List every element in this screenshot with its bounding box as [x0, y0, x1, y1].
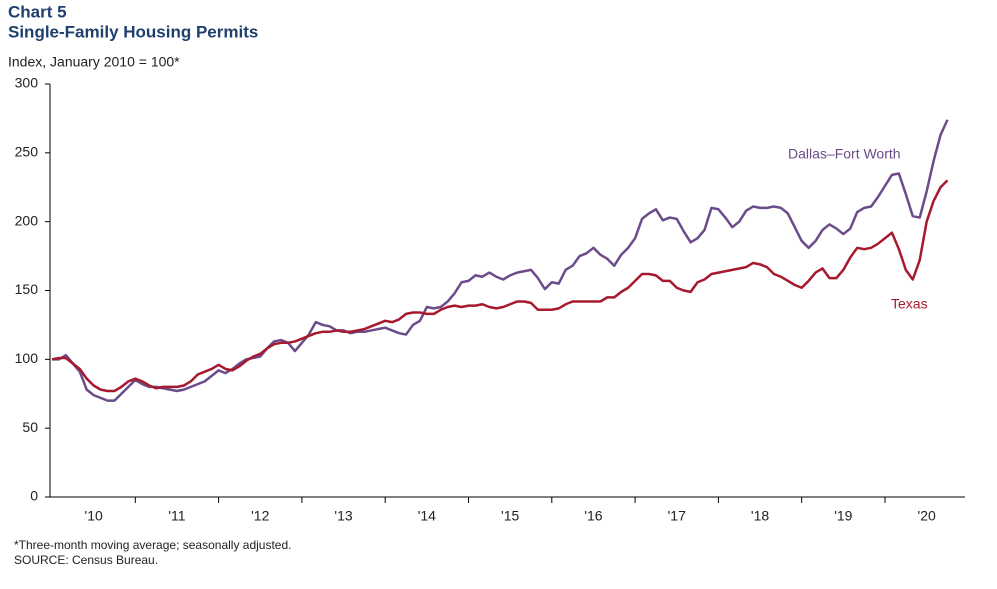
x-tick-label: '18 [751, 508, 769, 524]
chart-subtitle: Single-Family Housing Permits [8, 22, 258, 41]
y-tick-label: 100 [15, 350, 39, 366]
x-tick-label: '10 [85, 508, 103, 524]
x-tick-label: '20 [918, 508, 936, 524]
x-tick-label: '13 [334, 508, 352, 524]
x-tick-label: '11 [168, 508, 185, 524]
x-tick-label: '19 [834, 508, 852, 524]
y-axis-label: Index, January 2010 = 100* [8, 54, 180, 70]
x-tick-label: '14 [418, 508, 436, 524]
x-tick-label: '17 [668, 508, 686, 524]
chart-title: Chart 5 [8, 2, 67, 21]
line-series [52, 119, 949, 402]
series-label: Dallas–Fort Worth [788, 146, 901, 162]
x-tick-label: '12 [251, 508, 269, 524]
x-tick-label: '15 [501, 508, 519, 524]
series-label: Texas [891, 296, 928, 312]
y-tick-label: 250 [15, 144, 39, 160]
y-tick-label: 200 [15, 212, 39, 228]
footnote: *Three-month moving average; seasonally … [14, 538, 292, 552]
source: SOURCE: Census Bureau. [14, 553, 158, 567]
y-tick-label: 150 [15, 281, 39, 297]
x-tick-label: '16 [584, 508, 602, 524]
y-tick-label: 300 [15, 75, 39, 91]
y-tick-label: 50 [22, 419, 38, 435]
y-tick-label: 0 [30, 488, 38, 504]
line-series [51, 179, 949, 393]
